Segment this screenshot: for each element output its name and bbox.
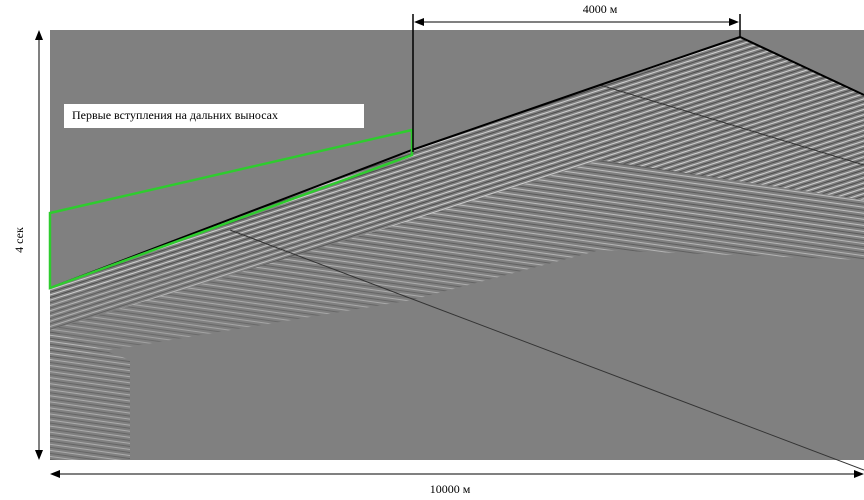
arrowhead <box>35 30 43 40</box>
arrowhead <box>854 470 864 478</box>
callout-label: Первые вступления на дальних выносах <box>72 108 278 122</box>
label-bg <box>555 2 645 18</box>
highlight-region <box>48 128 414 290</box>
refraction-line <box>229 229 864 471</box>
refraction-line <box>599 84 864 166</box>
top-offset-label: 4000 м <box>583 2 618 16</box>
arrowhead <box>35 450 43 460</box>
first-break <box>49 35 864 289</box>
callout-box <box>64 104 364 128</box>
arrowhead <box>414 18 424 26</box>
arrowhead <box>50 470 60 478</box>
time-axis-label: 4 сек <box>12 227 26 253</box>
seismic-energy <box>50 330 130 460</box>
bottom-offset-label: 10000 м <box>430 482 471 496</box>
seismic-fade <box>50 200 864 420</box>
arrowhead <box>729 18 739 26</box>
